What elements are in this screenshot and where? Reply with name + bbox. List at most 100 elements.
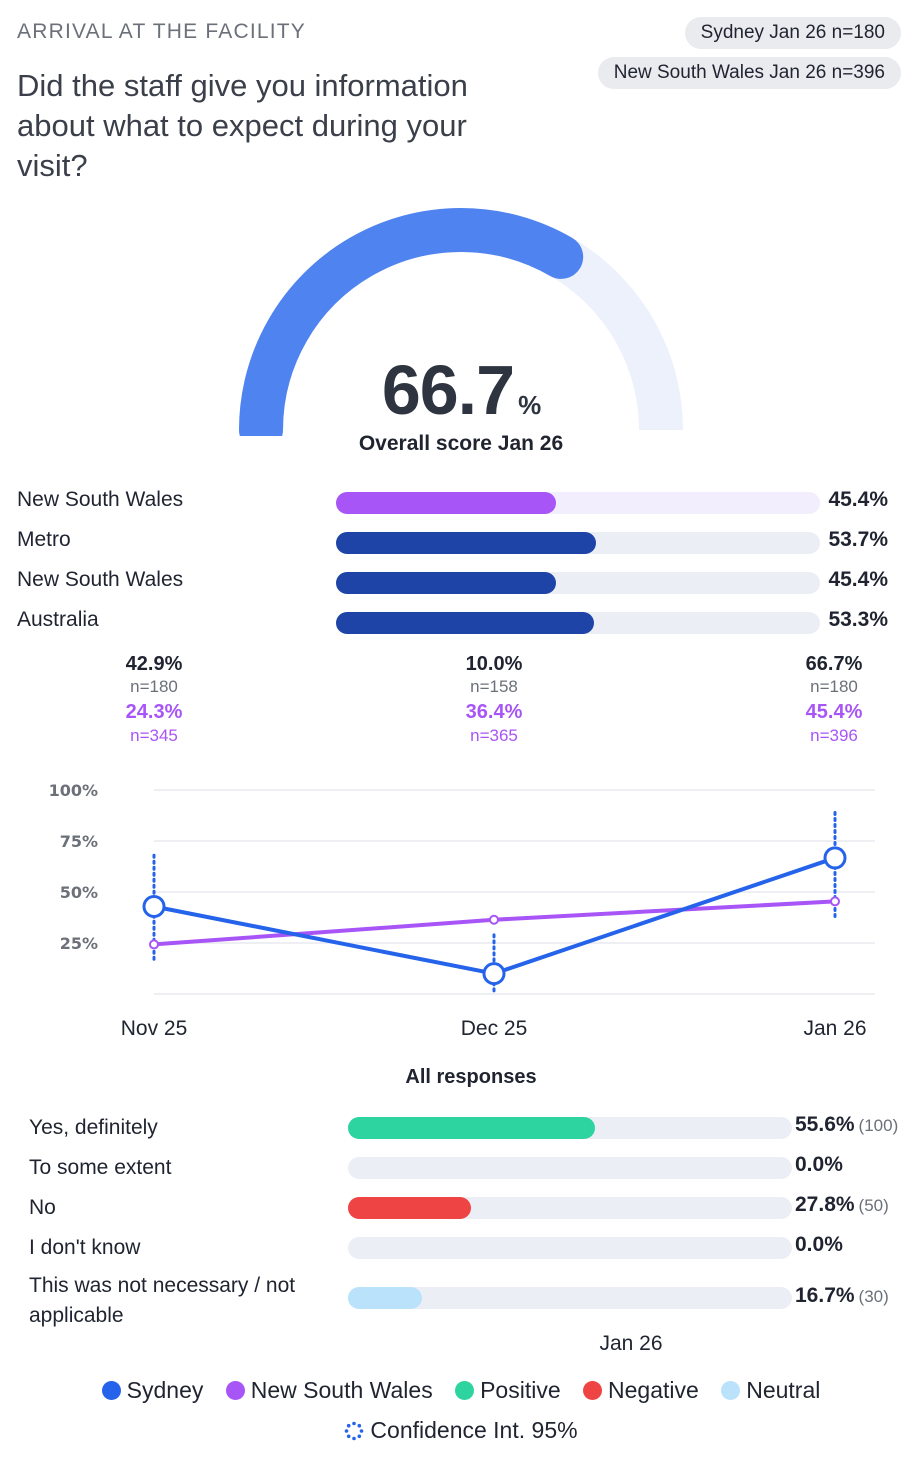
data-point-nsw [489,914,499,925]
comparison-track [336,492,820,514]
legend-label: New South Wales [250,1377,433,1403]
legend-ci-label: Confidence Int. 95% [370,1417,578,1443]
nsw-value: 45.4% [805,701,863,723]
sydney-n: n=158 [470,677,518,696]
response-row: To some extent 0.0% [0,1150,922,1190]
response-bar [348,1117,595,1139]
overall-score-unit: % [518,390,541,420]
comparison-track [336,532,820,554]
legend-item-negative[interactable]: Negative [583,1377,699,1404]
sydney-value: 10.0% [465,653,523,675]
nsw-n: n=396 [810,726,858,745]
response-bar [348,1287,423,1309]
comparison-label: New South Wales [17,488,184,511]
x-tick-label: Jan 26 [803,1017,866,1040]
comparison-value: 53.7% [828,528,888,551]
sydney-n: n=180 [130,677,178,696]
data-point-sydney [142,894,166,918]
response-value: 16.7% (30) [795,1284,889,1308]
data-point-sydney [823,846,847,870]
legend-dot [583,1381,603,1400]
nsw-value: 36.4% [465,701,523,723]
response-track [348,1237,792,1259]
comparison-label: Metro [17,528,71,551]
data-point-nsw [149,939,159,950]
legend-item-nsw[interactable]: New South Wales [225,1377,433,1404]
nsw-n: n=365 [470,726,518,745]
sydney-n: n=180 [810,677,858,696]
legend-label: Sydney [126,1377,204,1403]
comparison-bar [336,532,596,554]
score-gauge [239,208,683,436]
sydney-value: 66.7% [805,653,863,675]
legend-label: Negative [608,1377,699,1403]
section-label: ARRIVAL AT THE FACILITY [17,20,307,43]
legend-dot [455,1381,475,1400]
response-count: (50) [858,1196,889,1215]
response-percent: 27.8% [795,1193,855,1216]
period-stat-jan: 66.7% n=180 45.4% n=396 [764,652,904,746]
legend-label: Positive [480,1377,561,1403]
response-count: (30) [858,1287,889,1306]
legend-dot [225,1381,245,1400]
comparison-value: 45.4% [828,488,888,511]
period-stat-nov: 42.9% n=180 24.3% n=345 [84,652,224,746]
response-count: (100) [858,1116,899,1135]
response-percent: 0.0% [795,1233,843,1256]
confidence-interval-icon [345,1421,364,1441]
response-track [348,1117,792,1139]
response-track [348,1157,792,1179]
legend-item-sydney[interactable]: Sydney [101,1377,204,1404]
comparison-track [336,612,820,634]
y-tick-label: 25% [60,934,98,953]
comparison-label: Australia [17,608,99,631]
data-point-nsw [830,896,840,907]
comparison-bar [336,612,594,634]
comparison-label: New South Wales [17,568,184,591]
response-percent: 16.7% [795,1284,855,1307]
legend-label: Neutral [746,1377,821,1403]
response-label: This was not necessary / not applicable [29,1274,296,1327]
response-value: 0.0% [795,1153,847,1177]
question-title: Did the staff give you information about… [17,68,468,183]
responses-period: Jan 26 [599,1332,663,1355]
legend-confidence-interval[interactable]: Confidence Int. 95% [0,1417,922,1444]
response-row: No 27.8% (50) [0,1190,922,1230]
response-percent: 0.0% [795,1153,843,1176]
filter-pill-sydney[interactable]: Sydney Jan 26 n=180 [684,17,901,49]
response-value: 0.0% [795,1233,847,1257]
y-tick-label: 50% [60,883,98,902]
legend-item-neutral[interactable]: Neutral [721,1377,820,1404]
response-track [348,1197,792,1219]
x-tick-label: Nov 25 [121,1017,188,1040]
response-value: 27.8% (50) [795,1193,889,1217]
legend: Sydney New South Wales Positive Negative… [0,1377,922,1404]
response-bar [348,1197,472,1219]
response-row: Yes, definitely 55.6% (100) [0,1110,922,1150]
legend-item-positive[interactable]: Positive [455,1377,561,1404]
gauge-fill [239,208,584,436]
response-value: 55.6% (100) [795,1113,898,1137]
x-tick-label: Dec 25 [461,1017,528,1040]
responses-title: All responses [405,1066,537,1088]
comparison-bar [336,572,556,594]
response-label: To some extent [29,1156,172,1179]
comparison-track [336,572,820,594]
legend-dot [721,1381,741,1400]
response-row: This was not necessary / not applicable … [0,1268,922,1332]
overall-score: 66.7% [0,350,922,430]
y-tick-label: 75% [60,832,98,851]
response-row: I don't know 0.0% [0,1230,922,1270]
comparison-bar [336,492,556,514]
comparison-value: 53.3% [828,608,888,631]
response-label: No [29,1196,56,1219]
comparison-row: Australia 53.3% [0,605,922,637]
data-point-sydney [482,962,506,986]
comparison-value: 45.4% [828,568,888,591]
overall-score-value: 66.7 [381,351,515,429]
response-percent: 55.6% [795,1113,855,1136]
nsw-n: n=345 [130,726,178,745]
filter-pill-nsw[interactable]: New South Wales Jan 26 n=396 [597,57,901,89]
comparison-row: New South Wales 45.4% [0,485,922,517]
comparison-row: Metro 53.7% [0,525,922,557]
